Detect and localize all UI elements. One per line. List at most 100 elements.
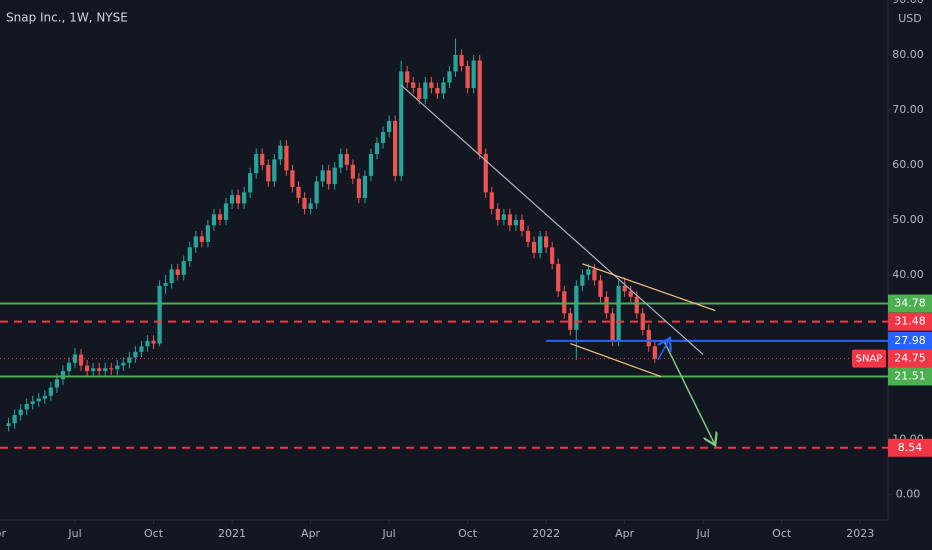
candle-body (235, 195, 241, 204)
candle-body (356, 178, 362, 198)
x-tick-label: Jul (696, 527, 710, 540)
candle-body (254, 153, 259, 174)
level-tag-label: 8.54 (898, 441, 923, 454)
candle-body (127, 357, 132, 363)
candle-body (447, 71, 452, 83)
candle-body (592, 269, 597, 281)
candle-body (199, 236, 204, 242)
candle-body (368, 153, 374, 176)
candle-body (507, 214, 513, 226)
candle-body (84, 365, 90, 372)
x-tick-label: Jul (381, 527, 395, 540)
trend-line (570, 342, 662, 378)
candle-body (586, 269, 591, 275)
candle-body (163, 283, 168, 286)
candle-body (604, 296, 609, 314)
y-tick-label: 70.00 (892, 103, 924, 116)
candle-body (580, 274, 585, 286)
level-tag (888, 312, 932, 331)
y-tick-label: 60.00 (892, 158, 924, 171)
x-tick-label: Oct (144, 527, 164, 540)
candle-body (380, 131, 386, 143)
candle-body (411, 82, 416, 88)
candle-body (525, 230, 531, 242)
candle-body (314, 181, 319, 204)
candle-body (278, 145, 283, 160)
candle-body (193, 236, 198, 248)
candle-body (229, 195, 235, 204)
candle-body (489, 192, 494, 209)
candle-body (284, 145, 289, 171)
candle-body (556, 263, 561, 292)
plot-area (0, 38, 888, 449)
candle-body (544, 236, 549, 248)
candle-body (109, 368, 114, 370)
candle-body (260, 153, 265, 165)
candle-body (477, 60, 482, 154)
candle-body (574, 285, 579, 330)
candle-body (399, 71, 404, 176)
candle-body (248, 173, 253, 193)
level-tag (888, 331, 932, 350)
candle-body (483, 153, 488, 193)
y-tick-label: 90.00 (892, 0, 924, 6)
candle-body (435, 87, 440, 94)
candle-body (36, 398, 41, 402)
candle-body (501, 214, 506, 220)
candle-body (465, 65, 470, 88)
candle-body (405, 71, 410, 83)
candle-body (495, 208, 500, 220)
candle-body (211, 214, 217, 226)
candle-body (374, 142, 380, 154)
candle-body (6, 423, 11, 427)
candle-body (290, 170, 295, 187)
chart-title: Snap Inc., 1W, NYSE (6, 11, 128, 25)
y-tick-label: 50.00 (892, 213, 924, 226)
candle-body (242, 192, 247, 204)
y-tick-label: 0.00 (896, 488, 921, 501)
candle-body (42, 395, 47, 399)
candle-body (54, 379, 60, 388)
candle-body (429, 82, 434, 88)
y-tick-label: 40.00 (892, 268, 924, 281)
candle-body (598, 280, 603, 297)
level-tag (888, 294, 932, 313)
candle-body (640, 313, 645, 330)
currency-label: USD (898, 12, 922, 25)
candle-body (302, 197, 307, 209)
candle-body (66, 362, 72, 372)
candle-body (157, 285, 162, 344)
x-tick-label: 2022 (532, 527, 560, 540)
candle-body (18, 409, 23, 416)
candle-body (471, 60, 476, 88)
candle-body (423, 82, 428, 99)
candle-body (338, 153, 343, 168)
candle-body (362, 175, 368, 198)
candle-body (48, 387, 53, 396)
candle-body (296, 186, 301, 198)
level-tag-label: 31.48 (894, 315, 926, 328)
candle-body (139, 346, 144, 352)
candle-body (616, 285, 621, 341)
x-tick-label: 2023 (846, 527, 874, 540)
candle-body (519, 219, 525, 231)
arrow (663, 340, 715, 445)
trend-line (400, 84, 704, 355)
candle-body (326, 170, 331, 185)
candle-body (628, 291, 633, 297)
x-tick-label: Apr (301, 527, 321, 540)
candle-body (272, 159, 277, 182)
candle-body (386, 120, 392, 132)
symbol-label: SNAP (856, 354, 883, 365)
candle-body (417, 87, 422, 99)
candle-body (97, 368, 102, 372)
candle-body (652, 346, 657, 359)
level-tag (888, 438, 932, 457)
candle-body (24, 404, 29, 410)
candle-body (91, 368, 96, 372)
x-tick-label: Apr (615, 527, 635, 540)
candle-body (175, 269, 180, 275)
candle-body (550, 247, 555, 264)
